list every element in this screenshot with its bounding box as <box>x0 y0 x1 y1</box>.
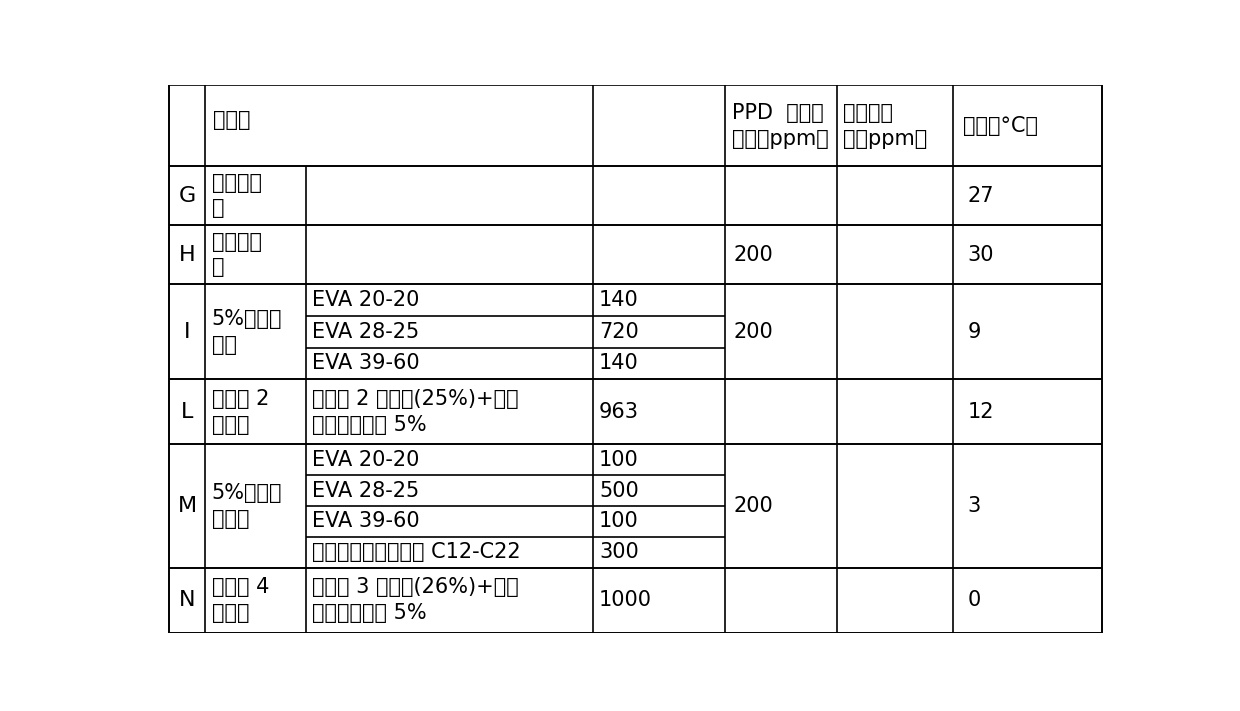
Text: 140: 140 <box>599 290 639 310</box>
Text: 12: 12 <box>967 402 993 422</box>
Text: 实施例 4
的乳液: 实施例 4 的乳液 <box>212 577 269 623</box>
Text: 300: 300 <box>599 542 639 562</box>
Text: I: I <box>184 322 191 342</box>
Text: EVA 28-25: EVA 28-25 <box>312 322 419 342</box>
Text: M: M <box>177 496 197 516</box>
Text: 200: 200 <box>734 245 774 264</box>
Text: 添加剂: 添加剂 <box>213 109 250 129</box>
Text: EVA 20-20: EVA 20-20 <box>312 290 419 310</box>
Text: 30: 30 <box>967 245 993 264</box>
Text: PPD  添加剂
浓度（ppm）: PPD 添加剂 浓度（ppm） <box>733 103 830 149</box>
Text: 这样的原
油: 这样的原 油 <box>212 232 262 277</box>
Text: 200: 200 <box>734 496 774 516</box>
Text: N: N <box>179 590 196 610</box>
Text: 实施例 2 的乳液(25%)+乙氧
基化壬基苯酚 5%: 实施例 2 的乳液(25%)+乙氧 基化壬基苯酚 5% <box>312 389 520 434</box>
Text: 倾点（°C）: 倾点（°C） <box>962 116 1038 136</box>
Text: 720: 720 <box>599 322 639 342</box>
Text: EVA 20-20: EVA 20-20 <box>312 450 419 470</box>
Text: 聚烷基甲基丙烯酸酯 C12-C22: 聚烷基甲基丙烯酸酯 C12-C22 <box>312 542 521 562</box>
Text: 3: 3 <box>967 496 981 516</box>
Text: 这样的原
油: 这样的原 油 <box>212 173 262 218</box>
Text: H: H <box>179 245 196 264</box>
Text: 27: 27 <box>967 186 993 205</box>
Text: 200: 200 <box>734 322 774 342</box>
Text: G: G <box>179 186 196 205</box>
Text: 500: 500 <box>599 481 639 501</box>
Text: 100: 100 <box>599 511 639 532</box>
Text: 1000: 1000 <box>599 590 652 610</box>
Text: 9: 9 <box>967 322 981 342</box>
Text: L: L <box>181 402 193 422</box>
Text: 963: 963 <box>599 402 639 422</box>
Text: EVA 39-60: EVA 39-60 <box>312 353 420 373</box>
Text: EVA 39-60: EVA 39-60 <box>312 511 420 532</box>
Text: 100: 100 <box>599 450 639 470</box>
Text: 分散剂浓
度（ppm）: 分散剂浓 度（ppm） <box>843 103 928 149</box>
Text: 140: 140 <box>599 353 639 373</box>
Text: EVA 28-25: EVA 28-25 <box>312 481 419 501</box>
Text: 实施例 2
的乳液: 实施例 2 的乳液 <box>212 389 269 434</box>
Text: 实施例 3 的乳液(26%)+乙氧
基化壬基苯酚 5%: 实施例 3 的乳液(26%)+乙氧 基化壬基苯酚 5% <box>312 577 520 623</box>
Text: 5%二甲苯
溶液: 5%二甲苯 溶液 <box>212 309 281 355</box>
Text: 0: 0 <box>967 590 981 610</box>
Text: 5%的二甲
苯溶液: 5%的二甲 苯溶液 <box>212 483 281 529</box>
